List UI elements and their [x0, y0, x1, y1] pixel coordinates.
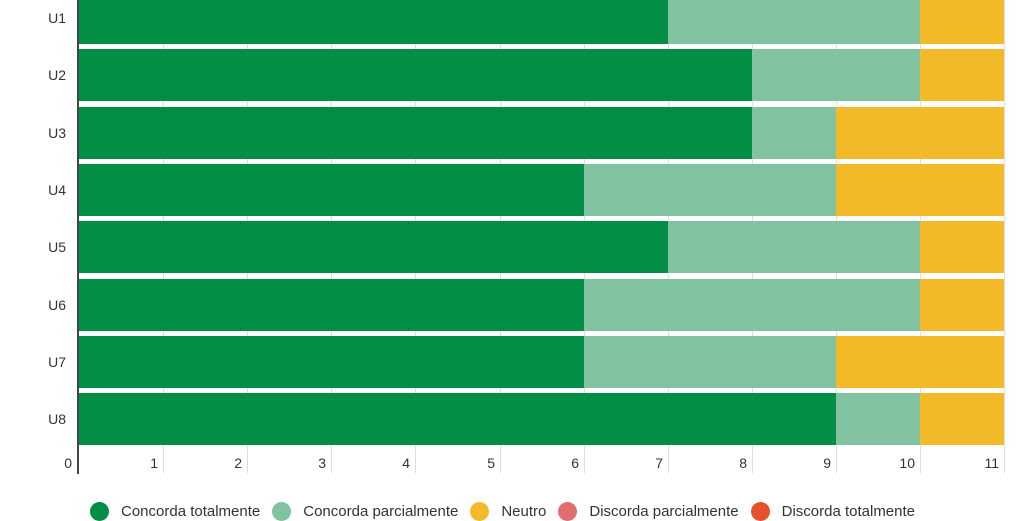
- x-tick-label: 4: [402, 455, 410, 471]
- x-tick-label: 10: [899, 455, 915, 471]
- category-label: U2: [48, 67, 66, 84]
- category-label: U3: [48, 124, 66, 141]
- category-label: U8: [48, 411, 66, 428]
- bar-segment: [835, 335, 1005, 388]
- bar-segment: [79, 106, 752, 159]
- bar-segment: [751, 106, 836, 159]
- bar-segment: [751, 49, 920, 102]
- x-tick-label: 9: [823, 455, 831, 471]
- category-label: U5: [48, 239, 66, 256]
- x-tick-label: 7: [655, 455, 663, 471]
- category-label: U1: [48, 10, 66, 26]
- x-tick-label: 2: [234, 455, 242, 471]
- bar-segment: [919, 393, 1005, 446]
- y-axis-line: [77, 0, 79, 474]
- bar-segment: [835, 163, 1005, 216]
- bar-segment: [79, 221, 668, 274]
- x-tick-label: 0: [64, 455, 72, 471]
- bar-segment: [667, 0, 920, 44]
- x-tick-label: 11: [984, 455, 999, 471]
- category-label: U4: [48, 181, 66, 198]
- bar-segment: [919, 0, 1005, 44]
- x-tick-label: 5: [487, 455, 495, 471]
- category-label: U7: [48, 353, 66, 370]
- bar-row: [79, 393, 1005, 446]
- bar-row: [79, 163, 1005, 216]
- bar-row: [79, 106, 1005, 159]
- bar-row: [79, 0, 1005, 44]
- bar-segment: [835, 393, 920, 446]
- x-tick-label: 6: [571, 455, 579, 471]
- bar-segment: [583, 163, 836, 216]
- bar-segment: [919, 278, 1005, 331]
- bar-row: [79, 335, 1005, 388]
- x-tick-label: 3: [318, 455, 326, 471]
- bar-segment: [583, 335, 836, 388]
- bar-segment: [79, 335, 584, 388]
- bar-segment: [919, 221, 1005, 274]
- bar-segment: [79, 393, 836, 446]
- category-label: U6: [48, 296, 66, 313]
- bar-row: [79, 221, 1005, 274]
- x-tick-label: 1: [150, 455, 158, 471]
- bar-segment: [583, 278, 920, 331]
- bar-segment: [835, 106, 1005, 159]
- bar-row: [79, 278, 1005, 331]
- bar-segment: [667, 221, 920, 274]
- bar-segment: [79, 49, 752, 102]
- bar-row: [79, 49, 1005, 102]
- gridline: [1004, 0, 1005, 473]
- bar-segment: [79, 0, 668, 44]
- x-tick-label: 8: [739, 455, 747, 471]
- bar-segment: [919, 49, 1005, 102]
- bar-segment: [79, 163, 584, 216]
- bar-segment: [79, 278, 584, 331]
